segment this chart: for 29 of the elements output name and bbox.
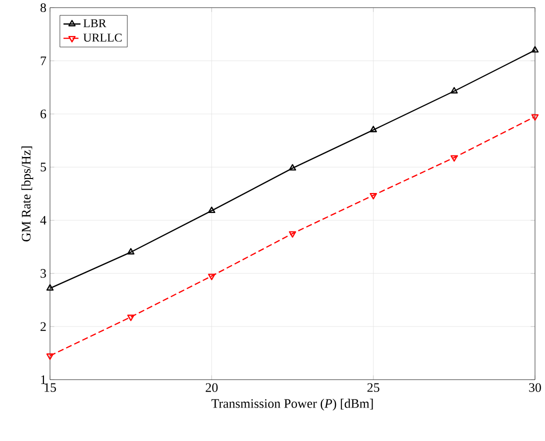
y-tick-label: 2 (40, 322, 46, 331)
y-tick-label: 7 (40, 56, 46, 66)
point (208, 206, 216, 214)
y-tick-label: 1 (41, 376, 46, 384)
x-tick-label: 20 (206, 383, 218, 392)
point (46, 354, 54, 360)
point (531, 114, 539, 121)
point (531, 46, 539, 53)
y-tick-label: 3 (40, 269, 46, 278)
x-tick-label: 15 (44, 383, 56, 392)
point (288, 231, 296, 238)
y-tick-label: 5 (40, 162, 46, 172)
legend-label: LBR (83, 19, 106, 28)
point (370, 193, 377, 200)
y-axis-title: GM Rate [bps/Hz] (21, 146, 34, 242)
x-tick-label: 25 (367, 383, 380, 392)
legend-label: URLLC (83, 34, 122, 42)
y-tick-label: 4 (40, 216, 46, 225)
x-tick-label: 30 (529, 383, 541, 392)
point (208, 274, 216, 280)
y-tick-label: 8 (40, 3, 46, 12)
y-tick-label: 6 (40, 110, 46, 118)
point (288, 164, 296, 171)
point (450, 155, 458, 162)
point (127, 248, 134, 255)
point (127, 314, 134, 322)
point (450, 87, 458, 94)
point (370, 126, 377, 132)
x-axis-title: Transmission Power (P) [dBm] (211, 398, 373, 411)
